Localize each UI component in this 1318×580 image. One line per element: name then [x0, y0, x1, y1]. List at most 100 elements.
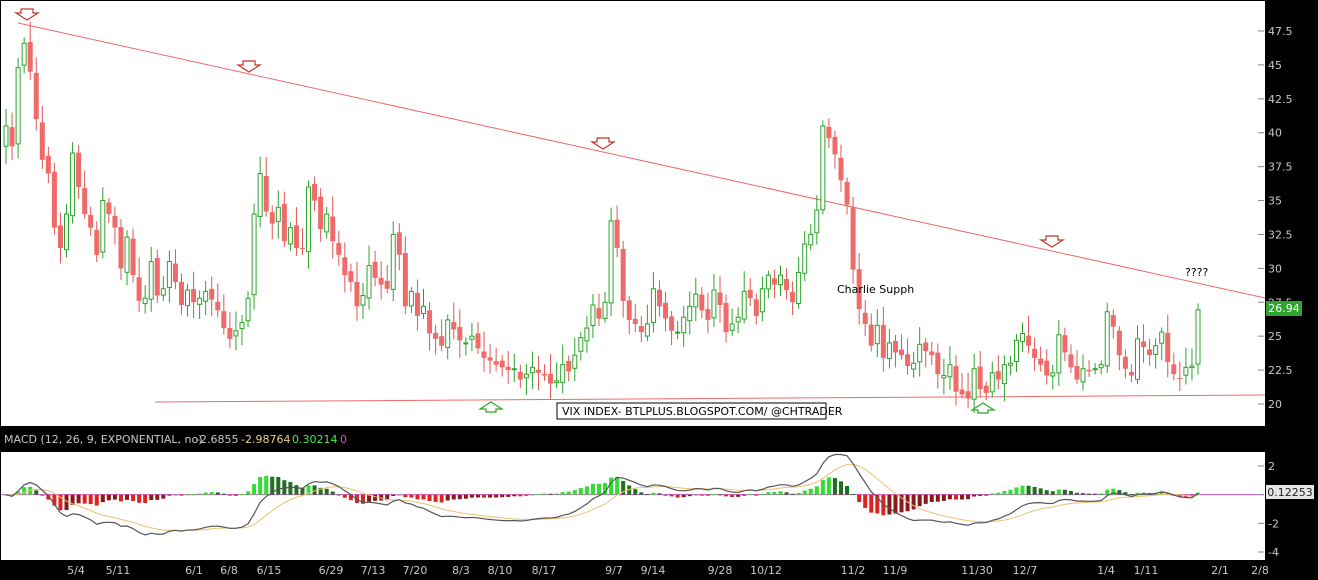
macd-histogram-bar: [451, 494, 456, 500]
macd-histogram-bar: [239, 493, 244, 495]
candle: [457, 309, 463, 358]
candle: [493, 347, 499, 372]
macd-histogram-bar: [869, 494, 874, 513]
macd-histogram-bar: [179, 494, 184, 496]
macd-histogram-bar: [990, 493, 995, 495]
macd-histogram-bar: [766, 492, 771, 495]
candle: [880, 306, 886, 372]
question-label: ????: [1185, 266, 1209, 279]
candle: [523, 363, 529, 395]
macd-histogram-bar: [112, 494, 117, 500]
macd-histogram-bar: [270, 476, 275, 495]
macd-histogram-bar: [1111, 488, 1116, 495]
candle: [1062, 327, 1068, 362]
candle: [747, 278, 753, 306]
candle: [626, 296, 632, 335]
up-arrow-marker: [477, 401, 505, 413]
macd-histogram-bar: [1123, 492, 1128, 495]
date-tick-label: 9/7: [605, 564, 623, 577]
macd-label: MACD (12, 26, 9, EXPONENTIAL, no): [4, 433, 203, 446]
macd-line: [5, 453, 1199, 536]
macd-histogram-bar: [125, 494, 130, 500]
candle: [614, 205, 620, 258]
macd-histogram-bar: [1002, 490, 1007, 495]
candle: [245, 291, 251, 327]
candle: [348, 263, 354, 292]
candle: [178, 273, 184, 315]
watermark-text: VIX INDEX- BTLPLUS.BLOGSPOT.COM/ @CHTRAD…: [562, 405, 843, 418]
macd-histogram-bar: [1026, 485, 1031, 495]
candle: [548, 354, 554, 399]
macd-histogram-bar: [609, 477, 614, 495]
macd-histogram-bar: [203, 492, 208, 495]
candle: [850, 196, 856, 284]
candle: [590, 294, 596, 339]
candle: [656, 280, 662, 317]
macd-histogram-bar: [929, 494, 934, 503]
date-tick-label: 8/3: [452, 564, 470, 577]
macd-histogram-bar: [772, 491, 777, 495]
macd-histogram-bar: [566, 491, 571, 495]
macd-histogram-bar: [58, 494, 63, 511]
candle: [1141, 324, 1147, 363]
macd-histogram-bar: [627, 485, 632, 495]
candle: [923, 337, 929, 368]
macd-histogram-bar: [808, 488, 813, 495]
candle: [1177, 361, 1183, 392]
macd-histogram-bar: [736, 494, 741, 497]
candle: [832, 130, 838, 169]
candle: [529, 351, 535, 389]
price-panel[interactable]: [1, 1, 1265, 426]
date-tick-label: 11/2: [841, 564, 866, 577]
candle: [771, 269, 777, 299]
macd-histogram-bar: [330, 491, 335, 495]
macd-histogram-bar: [379, 494, 384, 501]
macd-histogram-bar: [94, 494, 99, 506]
candle: [790, 281, 796, 316]
macd-panel[interactable]: [1, 452, 1265, 560]
macd-histogram-bar: [233, 494, 238, 496]
candle: [517, 364, 523, 389]
candle: [929, 341, 935, 366]
candle: [862, 299, 868, 337]
candle: [421, 288, 427, 319]
price-tick-label: 22.5: [1268, 364, 1293, 377]
macd-histogram-bar: [1087, 493, 1092, 495]
candle: [154, 249, 160, 303]
candle: [632, 303, 638, 333]
macd-histogram-bar: [621, 480, 626, 495]
macd-histogram-bar: [252, 484, 257, 495]
candle: [723, 294, 729, 343]
candle: [753, 293, 759, 325]
macd-histogram-bar: [500, 494, 505, 498]
candle: [463, 337, 469, 356]
candle: [765, 270, 771, 299]
candle: [487, 343, 493, 374]
candle: [136, 257, 142, 313]
macd-histogram-bar: [524, 494, 529, 496]
candle: [445, 314, 451, 360]
up-arrow-marker: [969, 402, 997, 414]
candle: [100, 187, 106, 259]
candle: [1189, 348, 1195, 381]
candle: [1086, 360, 1092, 377]
macd-histogram-bar: [754, 494, 759, 496]
candle: [977, 351, 983, 398]
candle: [21, 37, 27, 74]
candle: [1020, 322, 1026, 352]
price-tick-label: 40: [1268, 127, 1282, 140]
candle: [203, 280, 209, 316]
macd-histogram-bar: [717, 494, 722, 496]
candle: [1032, 337, 1038, 371]
macd-histogram-bar: [802, 490, 807, 495]
macd-histogram-bar: [941, 494, 946, 501]
date-tick-label: 2/1: [1211, 564, 1229, 577]
macd-last-value: 0.12253: [1267, 486, 1313, 499]
date-tick-label: 5/11: [106, 564, 131, 577]
candle: [414, 279, 420, 331]
watermark-box: VIX INDEX- BTLPLUS.BLOGSPOT.COM/ @CHTRAD…: [556, 402, 843, 420]
date-tick-label: 8/17: [532, 564, 557, 577]
candle: [560, 344, 566, 394]
macd-histogram-bar: [512, 494, 517, 497]
